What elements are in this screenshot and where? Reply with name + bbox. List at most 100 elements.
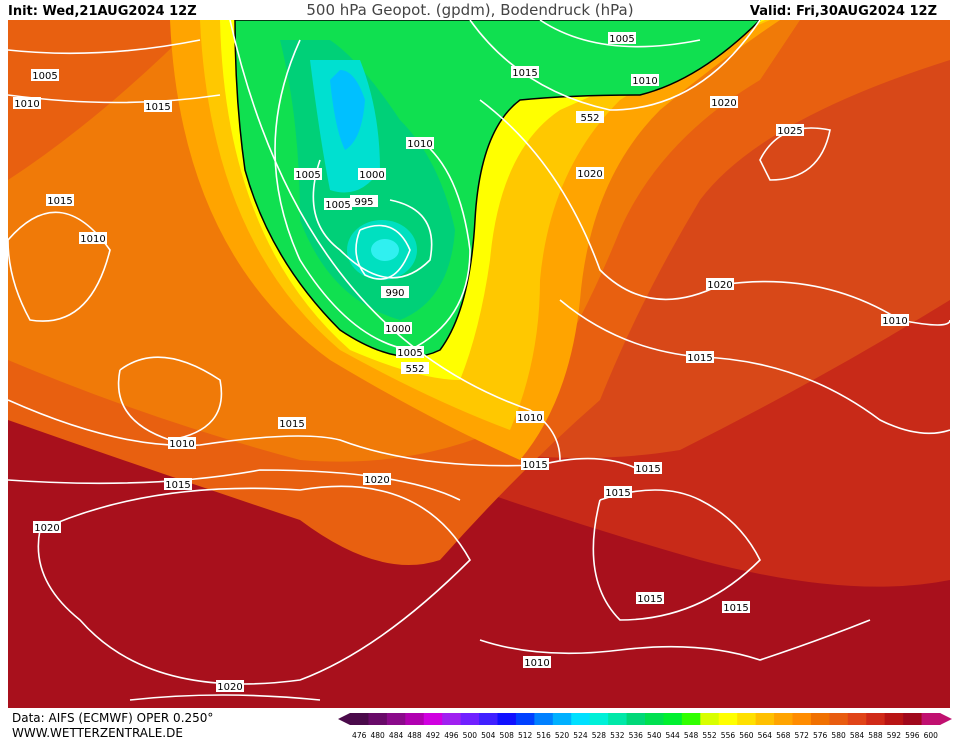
- colorbar-swatch: [921, 713, 941, 725]
- isobar-label-box: [710, 96, 738, 108]
- colorbar-label: 524: [573, 731, 588, 740]
- isobar-label: 1020: [217, 682, 242, 693]
- colorbar-swatch: [589, 713, 609, 725]
- colorbar-label: 500: [463, 731, 478, 740]
- colorbar-label: 520: [555, 731, 570, 740]
- colorbar-label: 516: [536, 731, 551, 740]
- isobar-label-box: [576, 167, 604, 179]
- isobar-label: 1020: [577, 169, 602, 180]
- colorbar-swatch: [866, 713, 886, 725]
- colorbar-label: 588: [868, 731, 883, 740]
- isobar-label: 1005: [609, 34, 634, 45]
- isobar-label-box: [216, 680, 244, 692]
- isobar-label: 1020: [364, 475, 389, 486]
- isobar-label: 1020: [711, 98, 736, 109]
- colorbar-label: 584: [850, 731, 865, 740]
- isobar-label: 1020: [707, 280, 732, 291]
- colorbar-label: 544: [665, 731, 680, 740]
- colorbar-label: 580: [831, 731, 846, 740]
- colorbar-label: 488: [407, 731, 422, 740]
- colorbar-label: 512: [518, 731, 533, 740]
- isobar-label-box: [31, 69, 59, 81]
- isobar-label-box: [363, 473, 391, 485]
- colorbar-swatch: [515, 713, 535, 725]
- colorbar-label: 476: [352, 731, 367, 740]
- init-time: Init: Wed,21AUG2024 12Z: [8, 4, 197, 19]
- isobar-label: 1015: [47, 196, 72, 207]
- isobar-label: 995: [354, 197, 373, 208]
- isobar-label-box: [706, 278, 734, 290]
- colorbar-swatch: [737, 713, 757, 725]
- colorbar-swatch: [792, 713, 812, 725]
- isobar-label-box: [381, 286, 409, 298]
- colorbar-swatch: [571, 713, 591, 725]
- colorbar-swatch: [497, 713, 517, 725]
- colorbar-label: 596: [905, 731, 920, 740]
- colorbar-swatch: [810, 713, 830, 725]
- colorbar-label: 496: [444, 731, 459, 740]
- isobar-label: 1015: [687, 353, 712, 364]
- isobar-label: 990: [385, 288, 404, 299]
- colorbar-label: 576: [813, 731, 828, 740]
- colorbar-label: 568: [776, 731, 791, 740]
- isobar-label-box: [401, 362, 429, 374]
- isobar-label: 1015: [279, 419, 304, 430]
- colorbar-swatch: [681, 713, 701, 725]
- colorbar-label: 492: [426, 731, 441, 740]
- colorbar-label: 600: [924, 731, 939, 740]
- colorbar-label: 548: [684, 731, 699, 740]
- colorbar-label: 480: [370, 731, 385, 740]
- colorbar-label: 536: [629, 731, 644, 740]
- colorbar-swatch: [442, 713, 462, 725]
- isobar-label-box: [168, 437, 196, 449]
- isobar-label-box: [881, 314, 909, 326]
- isobar-label-box: [79, 232, 107, 244]
- isobar-label-box: [46, 194, 74, 206]
- colorbar-swatch: [350, 713, 369, 725]
- colorbar-swatch: [460, 713, 480, 725]
- isobar-label-box: [324, 198, 352, 210]
- isobar-label-box: [294, 168, 322, 180]
- isobar-label: 1005: [32, 71, 57, 82]
- isobar-label: 552: [405, 364, 424, 375]
- isobar-label-box: [636, 592, 664, 604]
- isobar-label: 1015: [512, 68, 537, 79]
- isobar-label: 1025: [777, 126, 802, 137]
- isobar-label-box: [278, 417, 306, 429]
- isobar-label-box: [33, 521, 61, 533]
- isobar-label-box: [686, 351, 714, 363]
- isobar-label: 1005: [295, 170, 320, 181]
- colorbar-swatch: [405, 713, 425, 725]
- isobar-label: 1015: [637, 594, 662, 605]
- isobar-label-box: [13, 97, 41, 109]
- isobar-label: 1020: [34, 523, 59, 534]
- colorbar-label: 572: [795, 731, 810, 740]
- isobar-label-box: [350, 195, 378, 207]
- isobar-label: 1010: [14, 99, 39, 110]
- isobar-label-box: [164, 478, 192, 490]
- colorbar-label: 560: [739, 731, 754, 740]
- isobar-label: 1015: [723, 603, 748, 614]
- colorbar-label: 508: [500, 731, 515, 740]
- site-url: WWW.WETTERZENTRALE.DE: [12, 726, 183, 740]
- isobar-label: 1000: [385, 324, 410, 335]
- colorbar-swatch: [847, 713, 867, 725]
- isobar-label-box: [608, 32, 636, 44]
- colorbar-label: 592: [887, 731, 902, 740]
- colorbar-label: 552: [702, 731, 717, 740]
- isobar-label-box: [144, 100, 172, 112]
- map: [8, 20, 950, 708]
- isobar-label-box: [384, 322, 412, 334]
- isobar-label: 1015: [635, 464, 660, 475]
- colorbar-swatch: [903, 713, 923, 725]
- colorbar-label: 532: [610, 731, 625, 740]
- isobar-label: 1010: [80, 234, 105, 245]
- isobar-label-box: [722, 601, 750, 613]
- colorbar-arrow-left: [338, 713, 350, 725]
- isobar-label: 552: [580, 113, 599, 124]
- isobar-label: 1010: [882, 316, 907, 327]
- colorbar-arrow-right: [940, 713, 952, 725]
- colorbar-label: 528: [592, 731, 607, 740]
- isobar-label-box: [576, 111, 604, 123]
